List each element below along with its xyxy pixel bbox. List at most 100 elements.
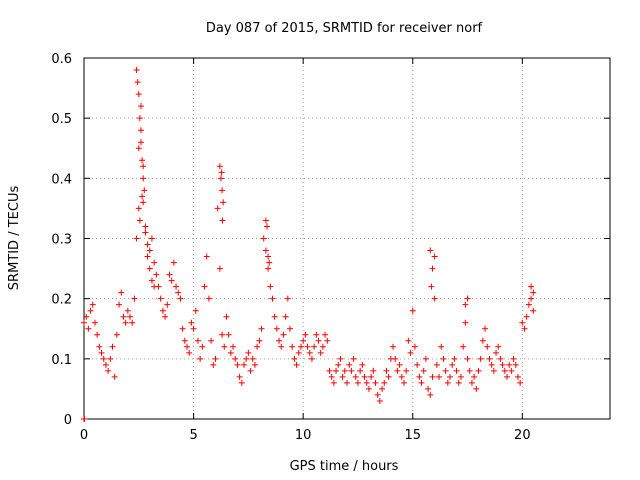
- data-point: [295, 349, 302, 356]
- data-point: [403, 367, 410, 374]
- data-point: [144, 241, 151, 248]
- data-point: [287, 325, 294, 332]
- data-point: [197, 355, 204, 362]
- data-point: [431, 253, 438, 260]
- data-point: [179, 325, 186, 332]
- data-point: [510, 355, 517, 362]
- data-point: [188, 319, 195, 326]
- data-point: [300, 337, 307, 344]
- data-point: [471, 373, 478, 380]
- data-point: [379, 385, 386, 392]
- data-point: [420, 367, 427, 374]
- data-point: [87, 307, 94, 314]
- data-point: [140, 163, 147, 170]
- data-point: [96, 343, 103, 350]
- data-point: [525, 301, 532, 308]
- data-point: [137, 103, 144, 110]
- data-point: [383, 367, 390, 374]
- data-point: [194, 337, 201, 344]
- data-point: [276, 337, 283, 344]
- data-point: [139, 193, 146, 200]
- data-point: [333, 367, 340, 374]
- data-point: [256, 337, 263, 344]
- data-point: [81, 319, 87, 326]
- data-point: [431, 295, 438, 302]
- data-point: [148, 235, 155, 242]
- data-point: [260, 235, 267, 242]
- data-point: [273, 325, 280, 332]
- data-point: [129, 319, 136, 326]
- data-point: [376, 397, 383, 404]
- chart-title: Day 087 of 2015, SRMTID for receiver nor…: [206, 21, 483, 36]
- data-point: [266, 259, 273, 266]
- data-point: [455, 379, 462, 386]
- data-point: [85, 325, 92, 332]
- data-point: [440, 355, 447, 362]
- data-point: [210, 361, 217, 368]
- data-point: [230, 343, 237, 350]
- data-point: [368, 373, 375, 380]
- data-point: [304, 343, 311, 350]
- data-point: [425, 385, 432, 392]
- data-point: [177, 295, 184, 302]
- data-point: [354, 379, 361, 386]
- data-point: [405, 337, 412, 344]
- data-point: [135, 145, 142, 152]
- data-point: [297, 343, 304, 350]
- data-point: [140, 199, 147, 206]
- data-point: [225, 331, 232, 338]
- data-point: [306, 349, 313, 356]
- data-point: [223, 313, 230, 320]
- data-point: [501, 367, 508, 374]
- y-tick-label: 0.2: [51, 293, 72, 308]
- data-point: [122, 319, 129, 326]
- data-point: [278, 343, 285, 350]
- data-point: [477, 355, 484, 362]
- data-point: [142, 229, 149, 236]
- data-point: [357, 367, 364, 374]
- x-axis-label: GPS time / hours: [290, 459, 399, 474]
- data-point: [348, 367, 355, 374]
- data-point: [396, 361, 403, 368]
- data-point: [216, 163, 223, 170]
- data-point: [370, 367, 377, 374]
- data-point: [146, 247, 153, 254]
- data-point: [473, 385, 480, 392]
- data-point: [173, 283, 180, 290]
- data-point: [271, 313, 278, 320]
- data-point: [83, 313, 90, 320]
- data-point: [284, 295, 291, 302]
- data-point: [429, 265, 436, 272]
- data-point: [317, 349, 324, 356]
- data-point: [514, 373, 521, 380]
- data-point: [234, 361, 241, 368]
- data-point: [350, 355, 357, 362]
- data-point: [381, 379, 388, 386]
- data-point: [153, 271, 160, 278]
- data-point: [528, 283, 535, 290]
- data-point: [170, 259, 177, 266]
- data-point: [519, 319, 526, 326]
- data-point: [190, 325, 197, 332]
- data-point: [512, 361, 519, 368]
- data-point: [442, 367, 449, 374]
- x-tick-label: 15: [404, 428, 421, 443]
- data-point: [162, 313, 169, 320]
- data-point: [427, 247, 434, 254]
- data-point: [137, 139, 144, 146]
- data-point: [282, 313, 289, 320]
- data-point: [91, 319, 98, 326]
- data-point: [124, 307, 131, 314]
- data-point: [148, 277, 155, 284]
- data-point: [337, 355, 344, 362]
- data-point: [269, 295, 276, 302]
- data-point: [528, 295, 535, 302]
- data-point: [245, 349, 252, 356]
- data-point: [392, 355, 399, 362]
- data-point: [134, 79, 141, 86]
- data-point: [328, 373, 335, 380]
- data-point: [394, 367, 401, 374]
- data-point: [89, 301, 96, 308]
- data-point: [506, 361, 513, 368]
- data-point: [140, 175, 147, 182]
